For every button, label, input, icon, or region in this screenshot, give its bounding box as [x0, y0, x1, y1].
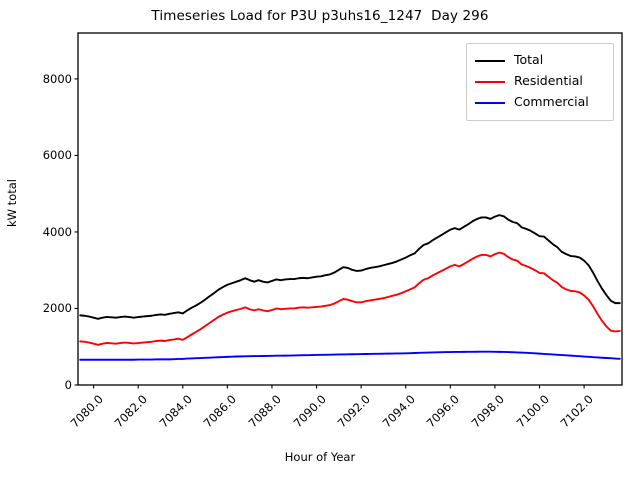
y-tick-label: 6000	[42, 148, 72, 163]
legend-swatch-icon	[475, 101, 505, 104]
y-axis-label: kW total	[5, 179, 19, 227]
series-line-commercial	[79, 350, 621, 361]
y-tick-label: 2000	[42, 301, 72, 316]
tick-marks	[74, 78, 585, 389]
legend-label: Total	[514, 52, 544, 68]
x-axis-label: Hour of Year	[284, 450, 356, 464]
legend-label: Residential	[514, 73, 583, 89]
legend-swatch-icon	[475, 80, 505, 83]
y-tick-label: 8000	[42, 71, 72, 86]
data-lines	[79, 214, 621, 361]
legend-item-commercial: Commercial	[475, 92, 605, 113]
legend-swatch-icon	[475, 59, 505, 62]
axes-frame	[77, 32, 623, 386]
series-line-residential	[79, 251, 621, 346]
y-axis-label-wrap: kW total	[0, 0, 30, 480]
legend: Total Residential Commercial	[466, 43, 614, 121]
axes-border	[77, 32, 623, 386]
chart-title: Timeseries Load for P3U p3uhs16_1247 Day…	[151, 8, 489, 24]
legend-item-total: Total	[475, 50, 605, 71]
series-line-total	[79, 214, 621, 320]
y-tick-label: 0	[64, 378, 72, 392]
legend-item-residential: Residential	[475, 71, 605, 92]
legend-label: Commercial	[514, 94, 589, 110]
y-tick-label: 4000	[42, 224, 72, 239]
